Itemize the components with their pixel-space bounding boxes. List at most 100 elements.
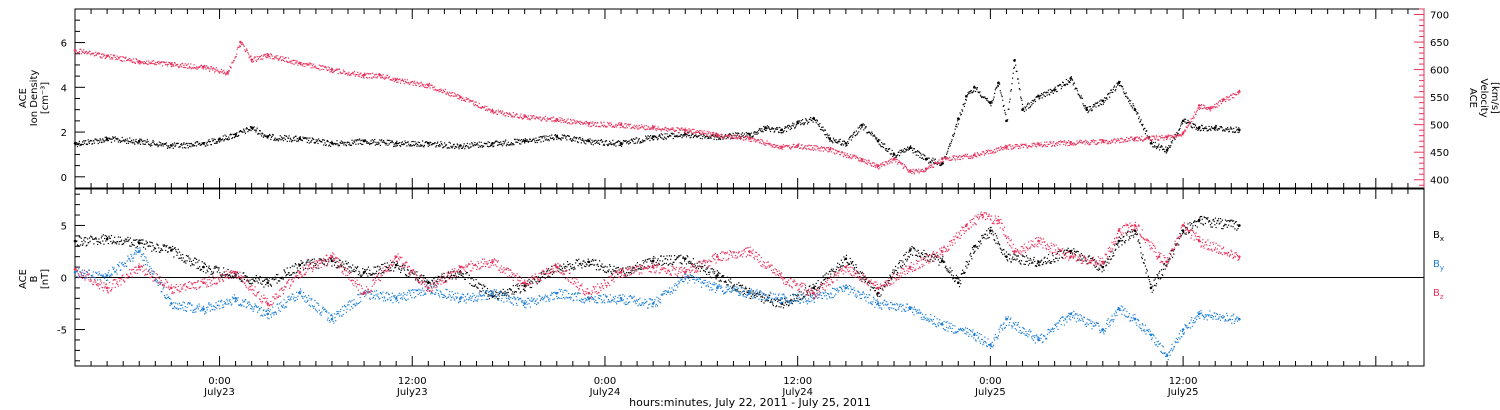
ion-density-dot <box>1033 100 1035 102</box>
velocity-dot <box>420 81 422 83</box>
velocity-dot <box>863 160 865 163</box>
ion-density-dot <box>308 139 310 142</box>
ion-density-dot <box>845 144 848 147</box>
velocity-dot <box>831 151 833 153</box>
b-x-dot <box>422 282 424 284</box>
b-x-dot <box>406 275 408 277</box>
bottom-left-tick-label: 5 <box>61 221 67 232</box>
velocity-dot <box>829 147 831 149</box>
ion-density-dot <box>75 141 77 144</box>
velocity-dot <box>612 125 615 127</box>
velocity-dot <box>984 152 986 155</box>
velocity-dot <box>1101 139 1103 141</box>
ion-density-dot <box>1233 131 1235 133</box>
velocity-dot <box>980 153 982 155</box>
ion-density-dot <box>700 134 702 136</box>
velocity-dot <box>622 126 625 128</box>
velocity-dot <box>820 150 822 152</box>
b-x-dot <box>289 267 291 269</box>
ion-density-dot <box>672 133 674 135</box>
b-x-dot <box>364 271 366 273</box>
velocity-dot <box>724 134 726 136</box>
ion-density-dot <box>598 143 601 146</box>
velocity-dot <box>776 146 778 148</box>
velocity-dot <box>313 65 315 67</box>
ion-density-dot <box>202 142 204 145</box>
velocity-dot <box>294 59 296 61</box>
velocity-dot <box>285 60 288 62</box>
ion-density-dot <box>330 145 332 147</box>
velocity-dot <box>716 136 718 138</box>
ion-density-dot <box>1158 143 1160 145</box>
velocity-dot <box>887 163 889 165</box>
ion-density-dot <box>971 92 973 94</box>
velocity-dot <box>95 51 97 53</box>
velocity-dot <box>769 142 771 144</box>
velocity-dot <box>1031 143 1033 145</box>
ion-density-dot <box>1189 122 1191 124</box>
ion-density-dot <box>1021 103 1024 106</box>
b-x-dot <box>120 240 122 242</box>
ion-density-dot <box>1217 129 1219 131</box>
ion-density-dot <box>1086 106 1088 109</box>
b-x-dot <box>357 274 359 276</box>
velocity-dot <box>303 63 305 65</box>
velocity-dot <box>527 118 529 120</box>
velocity-dot <box>134 62 136 64</box>
velocity-dot <box>1210 105 1212 108</box>
ion-density-dot <box>158 144 160 146</box>
velocity-dot <box>275 55 277 57</box>
ion-density-dot <box>174 145 176 148</box>
velocity-dot <box>707 133 709 135</box>
velocity-dot <box>886 162 888 164</box>
velocity-dot <box>449 91 451 93</box>
ion-density-dot <box>995 87 998 89</box>
velocity-dot <box>346 72 348 74</box>
b-x-dot <box>337 266 339 268</box>
velocity-dot <box>367 77 369 79</box>
ion-density-dot <box>720 135 722 138</box>
velocity-dot <box>746 135 748 138</box>
b-x-dot <box>449 278 451 280</box>
ion-density-dot <box>276 138 278 140</box>
ion-density-dot <box>719 138 721 140</box>
velocity-dot <box>900 163 902 165</box>
velocity-dot <box>374 73 376 76</box>
velocity-dot <box>185 67 187 69</box>
velocity-dot <box>284 60 286 63</box>
ion-density-dot <box>265 135 268 137</box>
ion-density-dot <box>459 146 461 148</box>
ion-density-dot <box>655 137 657 139</box>
b-x-dot <box>201 261 203 263</box>
velocity-dot <box>772 143 775 146</box>
velocity-dot <box>330 68 332 71</box>
ion-density-dot <box>314 142 316 144</box>
ion-density-dot <box>890 153 893 155</box>
ion-density-dot <box>1078 94 1080 97</box>
velocity-dot <box>442 92 444 94</box>
ion-density-dot <box>461 147 463 150</box>
velocity-dot <box>1196 111 1198 113</box>
ion-density-dot <box>1034 98 1036 100</box>
ion-density-dot <box>953 133 955 136</box>
ion-density-dot <box>981 96 983 99</box>
b-x-dot <box>491 296 494 298</box>
velocity-dot <box>619 126 621 129</box>
ion-density-dot <box>309 137 311 139</box>
b-x-dot <box>302 261 304 263</box>
velocity-dot <box>383 78 386 80</box>
ion-density-dot <box>1211 127 1213 129</box>
velocity-dot <box>172 64 174 66</box>
b-x-dot <box>468 274 470 276</box>
b-x-dot <box>160 249 162 252</box>
ion-density-dot <box>1138 118 1140 120</box>
ion-density-dot <box>176 142 178 145</box>
ion-density-dot <box>558 138 560 140</box>
ion-density-dot <box>289 140 291 142</box>
ion-density-dot <box>598 142 600 144</box>
ion-density-dot <box>567 135 569 137</box>
velocity-dot <box>894 157 896 159</box>
b-x-dot <box>394 266 397 268</box>
velocity-dot <box>160 61 162 63</box>
ion-density-dot <box>88 142 91 144</box>
